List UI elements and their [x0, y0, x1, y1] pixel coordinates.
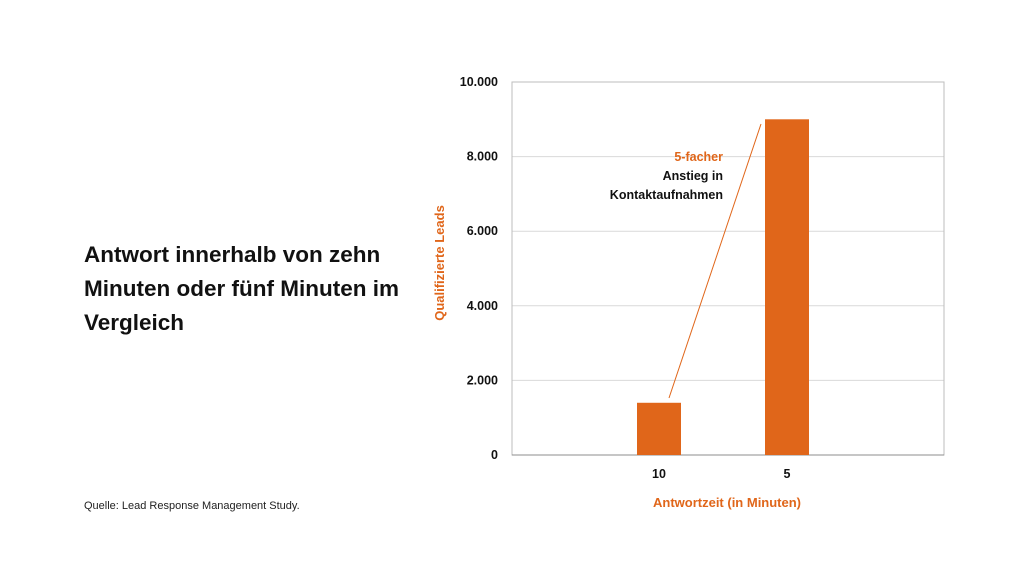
x-tick-label: 10: [652, 467, 666, 481]
x-axis-title: Antwortzeit (in Minuten): [653, 495, 801, 510]
annotation-line: Anstieg in: [663, 169, 723, 183]
source-note: Quelle: Lead Response Management Study.: [84, 500, 300, 512]
bar-10: [637, 402, 681, 455]
x-tick-label: 5: [784, 467, 791, 481]
y-tick-label: 6.000: [467, 224, 498, 238]
y-axis-title: Qualifizierte Leads: [432, 205, 447, 321]
annotation-leader-line: [668, 123, 762, 399]
y-tick-label: 10.000: [460, 75, 498, 89]
slide-headline: Antwort innerhalb von zehn Minuten oder …: [84, 242, 399, 335]
y-tick-label: 8.000: [467, 150, 498, 164]
plot-frame: [511, 81, 945, 456]
annotation-highlight: 5-facher: [674, 150, 723, 164]
y-tick-label: 0: [491, 448, 498, 462]
y-tick-label: 2.000: [467, 373, 498, 387]
bar-5: [765, 119, 809, 456]
annotation-line: Kontaktaufnahmen: [610, 188, 723, 202]
y-tick-label: 4.000: [467, 299, 498, 313]
